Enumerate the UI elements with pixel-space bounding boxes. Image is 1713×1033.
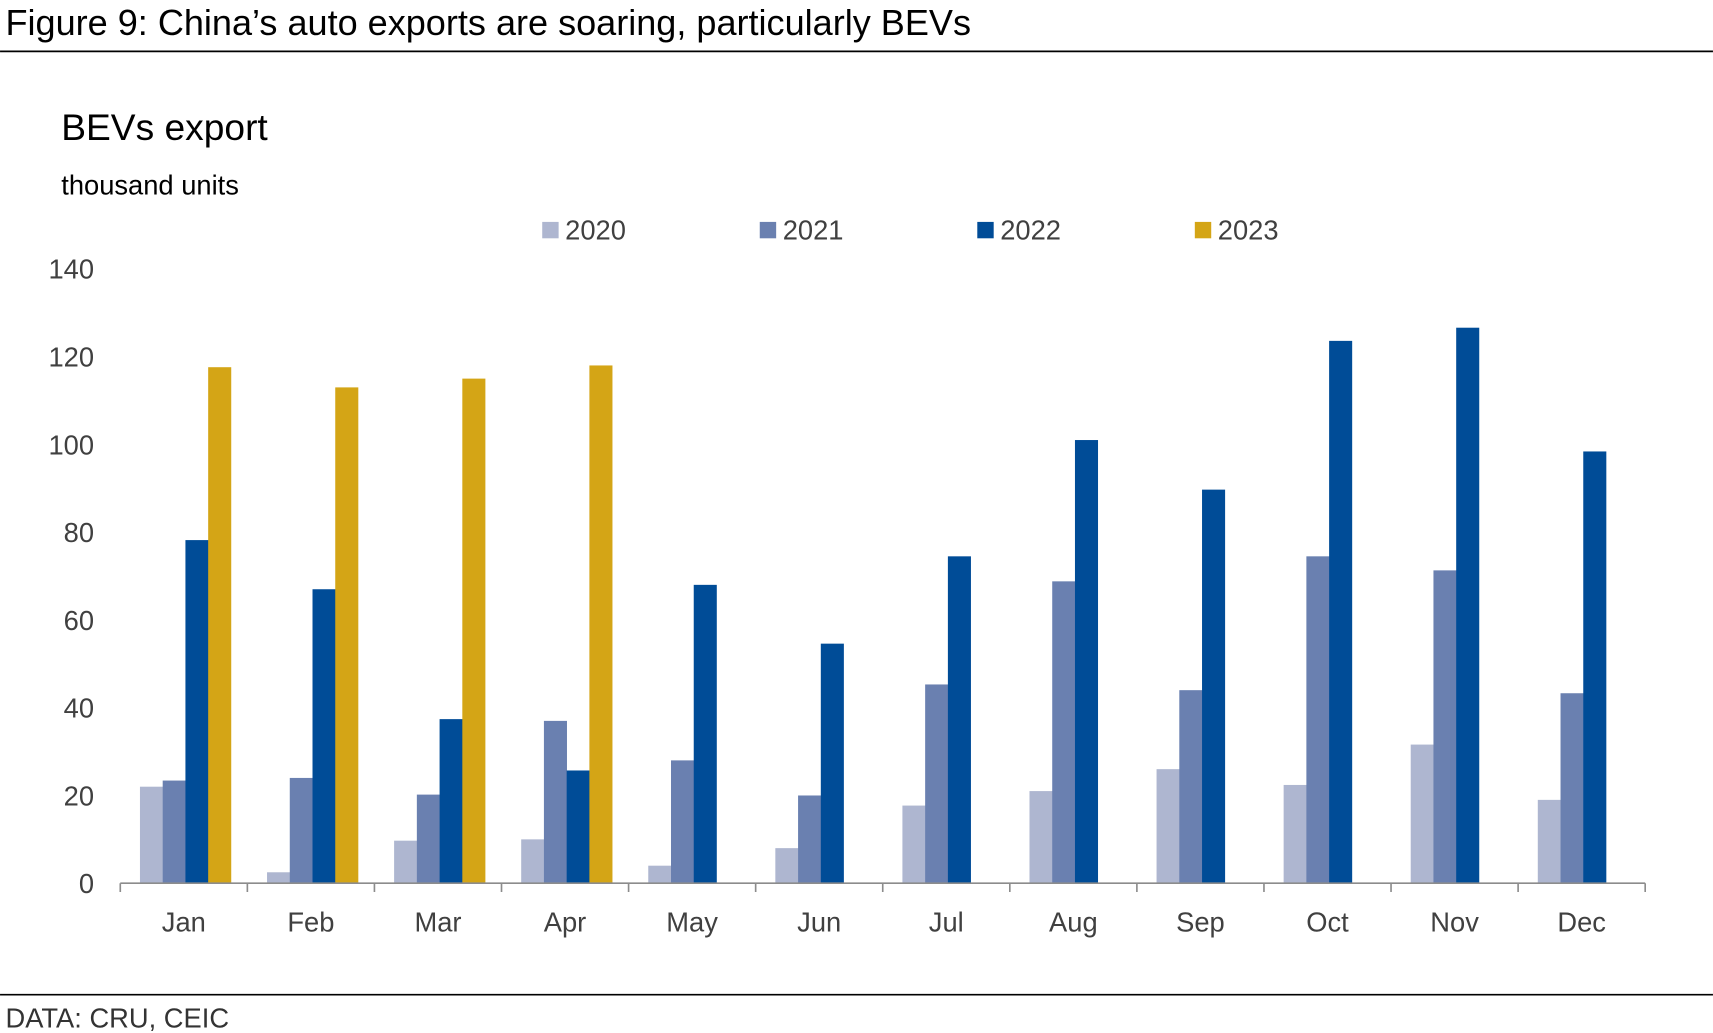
legend-label: 2022 <box>1000 214 1061 245</box>
bar-2021-feb <box>289 777 313 884</box>
bar-2021-may <box>670 760 695 884</box>
bar-2021-apr <box>543 720 567 884</box>
legend-swatch <box>1194 221 1212 239</box>
bar-2022-oct <box>1329 340 1353 884</box>
bar-2022-feb <box>312 589 336 884</box>
bar-2022-mar <box>439 719 463 884</box>
bar-2020-apr <box>521 839 545 884</box>
legend-label: 2023 <box>1218 214 1279 245</box>
y-tick-label: 60 <box>64 605 94 636</box>
bar-2020-nov <box>1410 744 1434 884</box>
y-tick-label: 40 <box>64 693 94 724</box>
bar-2020-jun <box>775 848 799 884</box>
source-note: DATA: CRU, CEIC <box>6 1003 230 1033</box>
bar-2021-jun <box>798 795 822 884</box>
y-tick-label: 80 <box>64 517 94 548</box>
x-tick-label: Feb <box>287 906 334 937</box>
legend: 2020 2021 2022 2023 <box>542 214 1279 245</box>
bar-2021-aug <box>1052 581 1076 884</box>
x-tick-label: Sep <box>1176 906 1225 937</box>
bar-2020-feb <box>267 872 291 884</box>
bar-2023-feb <box>335 387 359 884</box>
y-axis: 0 20 40 60 80 100 120 140 <box>48 254 94 899</box>
bar-2020-jan <box>139 786 164 884</box>
x-tick-label: May <box>666 906 718 937</box>
bar-2022-apr <box>566 770 590 884</box>
x-tick-label: Apr <box>544 906 587 937</box>
x-tick-label: Dec <box>1557 906 1606 937</box>
y-tick-label: 0 <box>79 868 94 899</box>
y-tick-label: 100 <box>48 429 94 460</box>
bar-2020-dec <box>1537 799 1561 884</box>
x-axis: Jan Feb Mar Apr May Jun Jul Aug Sep Oct Nov Dec <box>119 882 1647 937</box>
bar-2021-oct <box>1306 556 1330 884</box>
bar-2020-mar <box>394 840 418 884</box>
bars <box>139 327 1607 884</box>
chart-subtitle: thousand units <box>61 170 239 201</box>
x-tick-label: Oct <box>1306 906 1349 937</box>
bar-2021-dec <box>1560 693 1584 884</box>
y-tick-label: 20 <box>64 780 94 811</box>
bar-2020-sep <box>1156 769 1180 884</box>
bar-2020-jul <box>902 805 926 884</box>
bar-2022-jul <box>947 556 971 884</box>
x-tick-label: Jul <box>929 906 964 937</box>
chart-title: BEVs export <box>61 106 268 148</box>
bar-2022-jun <box>820 643 844 884</box>
bar-2021-jan <box>162 780 186 884</box>
bar-2022-jan <box>185 540 209 884</box>
bar-2020-may <box>648 865 672 884</box>
x-tick-label: Nov <box>1430 906 1479 937</box>
bar-2021-mar <box>416 794 440 884</box>
legend-swatch <box>542 221 559 239</box>
x-tick-label: Aug <box>1049 906 1098 937</box>
bar-2020-aug <box>1029 791 1053 884</box>
bar-2022-dec <box>1583 451 1607 884</box>
y-tick-label: 120 <box>48 342 94 373</box>
bar-2022-aug <box>1074 440 1099 884</box>
bar-2022-nov <box>1456 327 1480 884</box>
legend-label: 2021 <box>783 214 844 245</box>
x-tick-label: Mar <box>414 906 461 937</box>
bar-2020-oct <box>1283 784 1307 884</box>
bar-2021-nov <box>1433 570 1457 884</box>
legend-swatch <box>977 221 994 239</box>
bar-2021-sep <box>1179 690 1203 884</box>
bar-2022-may <box>693 584 717 884</box>
legend-label: 2020 <box>565 214 626 245</box>
y-tick-label: 140 <box>48 254 94 285</box>
bar-2023-mar <box>462 378 486 884</box>
figure-title: Figure 9: China’s auto exports are soari… <box>6 2 971 43</box>
bar-2023-jan <box>208 367 232 884</box>
bar-2022-sep <box>1202 489 1226 884</box>
x-tick-label: Jan <box>162 906 206 937</box>
legend-swatch <box>759 221 777 239</box>
x-tick-label: Jun <box>797 906 841 937</box>
bar-2023-apr <box>589 365 613 884</box>
bar-2021-jul <box>925 684 949 884</box>
